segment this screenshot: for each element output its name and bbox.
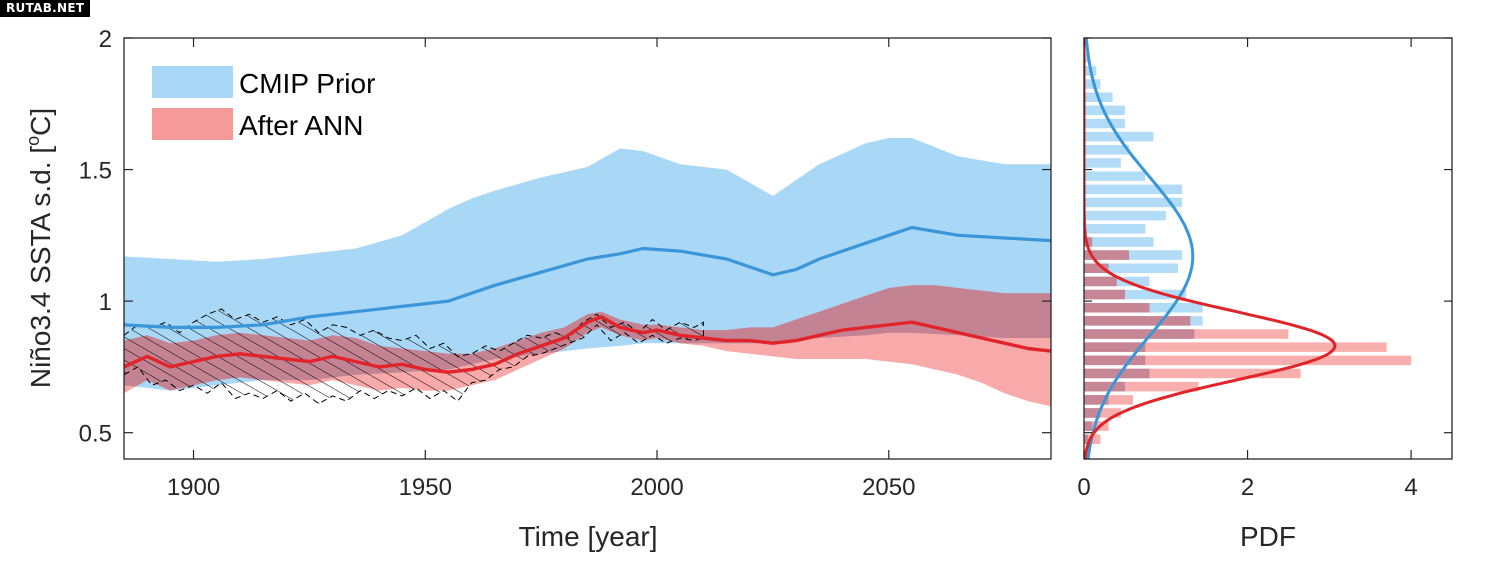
overlap-hist-bar [1084, 421, 1093, 431]
overlap-hist-bar [1084, 381, 1125, 392]
prior-hist-bar [1084, 263, 1178, 273]
overlap-hist-bar [1084, 276, 1117, 287]
legend-swatch-post [152, 108, 233, 140]
prior-hist-bar [1084, 171, 1146, 181]
prior-hist-bar [1084, 237, 1154, 247]
prior-pdf-curve [1084, 38, 1195, 459]
legend-swatch-prior [152, 66, 233, 98]
post-hist-bar [1084, 408, 1121, 418]
legend-label-post: After ANN [239, 110, 363, 141]
legend: CMIP Prior After ANN [152, 66, 375, 141]
x-tick-label: 2000 [630, 474, 683, 501]
side-axes-box [1083, 37, 1453, 460]
main-axes-box [123, 37, 1052, 460]
pdf-tick-label: 4 [1404, 474, 1417, 501]
post-hist-bar [1084, 381, 1199, 392]
observations-hatch [124, 308, 704, 405]
pdf-tick-label: 2 [1241, 474, 1254, 501]
side-ticks: 0 2 4 [1077, 37, 1452, 501]
post-hist-bar [1084, 355, 1412, 366]
prior-hist-bar [1084, 250, 1183, 260]
y-tick-label: 0.5 [79, 421, 112, 448]
overlap-hist-bar [1084, 303, 1150, 313]
prior-hist-bar [1084, 224, 1146, 234]
prior-hist-bar [1084, 53, 1089, 63]
prior-hist-bar [1084, 118, 1125, 129]
post-pdf-curve [1084, 38, 1337, 459]
prior-hist-bar [1084, 197, 1183, 208]
watermark-logo: RUTAB.NET [0, 0, 91, 17]
overlap-hist-bar [1084, 355, 1146, 366]
overlap-hist-bar [1084, 408, 1101, 418]
pdf-axis-label: PDF [1240, 521, 1296, 552]
x-axis-label: Time [year] [519, 521, 658, 552]
post-hist-bar [1084, 395, 1134, 405]
y-axis-label: Niño3.4 SSTA s.d. [oC] [23, 108, 56, 388]
prior-hist-bar [1084, 289, 1187, 300]
post-hist-bar [1084, 368, 1301, 379]
x-tick-label: 2050 [862, 474, 915, 501]
legend-label-prior: CMIP Prior [239, 68, 375, 99]
post-median-line [124, 315, 1051, 374]
overlap-hist-bar [1084, 342, 1146, 352]
prior-hist-bar [1084, 158, 1121, 168]
overlap-hist-bar [1084, 263, 1109, 273]
prior-hist-bar [1084, 145, 1129, 155]
overlap-hist-bar [1084, 316, 1191, 326]
prior-median-line [124, 225, 1051, 329]
pdf-histogram-panel: 0 2 4 PDF [1077, 37, 1453, 552]
overlap-hist-bar [1084, 289, 1125, 300]
y-tick-label: 1 [99, 289, 112, 316]
prior-hist-bar [1084, 210, 1166, 221]
main-ticks: 1900 1950 2000 2050 0.5 1 1.5 2 [79, 26, 1051, 501]
main-plot-area [124, 138, 1051, 407]
overlap-hist-bar [1084, 395, 1109, 405]
y-tick-label: 2 [99, 26, 112, 53]
overlap-hist-bar [1084, 368, 1150, 379]
overlap-hist-bar [1084, 250, 1129, 260]
main-time-series-panel: 1900 1950 2000 2050 0.5 1 1.5 2 CMIP Prior Afte… [23, 26, 1052, 552]
overlap-hist-bar [1084, 329, 1195, 339]
pdf-tick-label: 0 [1077, 474, 1090, 501]
prior-hist-bar [1084, 79, 1101, 89]
x-tick-label: 1900 [167, 474, 220, 501]
x-tick-label: 1950 [399, 474, 452, 501]
y-tick-label: 1.5 [79, 158, 112, 185]
overlap-hist-bar [1084, 434, 1089, 444]
post-hist-bar [1084, 342, 1387, 352]
side-plot-area [1084, 38, 1412, 459]
prior-hist-bar [1084, 184, 1183, 195]
overlap-hist-bar [1084, 237, 1093, 247]
